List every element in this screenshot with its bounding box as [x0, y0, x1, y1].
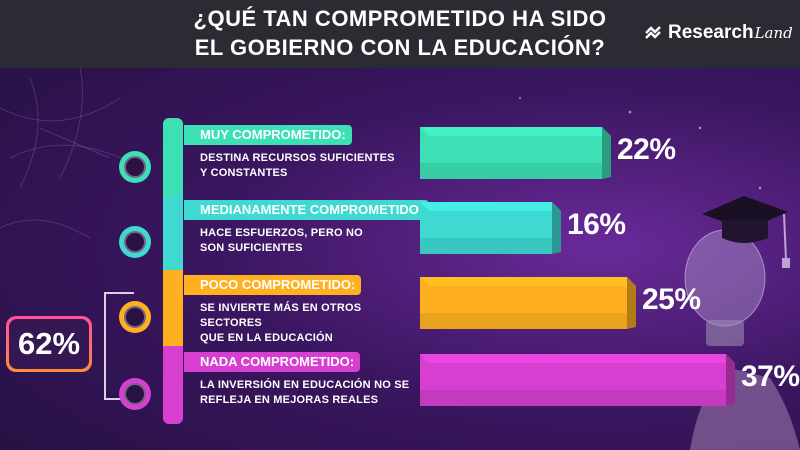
strip-segment [163, 346, 183, 424]
category-description: HACE ESFUERZOS, PERO NO SON SUFICIENTES [200, 226, 415, 256]
face-center [124, 383, 146, 405]
title-line-1: ¿QUÉ TAN COMPROMETIDO HA SIDO [193, 6, 607, 31]
summary-badge: 62% [6, 316, 92, 372]
description-line: QUE EN LA EDUCACIÓN [200, 332, 333, 344]
logo-chevron-icon [645, 26, 661, 39]
slight-smile-face-icon [119, 226, 151, 258]
strip-segment [163, 196, 183, 270]
value-label: 25% [642, 283, 701, 316]
summary-value: 62% [9, 319, 89, 369]
category-label: MEDIANAMENTE COMPROMETIDO: [184, 200, 430, 220]
description-line: HACE ESFUERZOS, PERO NO [200, 227, 363, 239]
neutral-face-icon [119, 301, 151, 333]
description-line: LA INVERSIÓN EN EDUCACIÓN NO SE [200, 379, 410, 391]
brand-logo: Research Land [644, 20, 793, 46]
sad-face-icon [119, 378, 151, 410]
description-line: Y CONSTANTES [200, 167, 288, 179]
value-label: 16% [567, 208, 626, 241]
description-line: SON SUFICIENTES [200, 242, 303, 254]
value-label: 22% [617, 133, 676, 166]
category-label: POCO COMPROMETIDO: [184, 275, 362, 295]
face-center [124, 306, 146, 328]
face-center [124, 156, 146, 178]
category-description: SE INVIERTE MÁS EN OTROS SECTORES QUE EN … [200, 301, 415, 346]
category-description: DESTINA RECURSOS SUFICIENTES Y CONSTANTES [200, 151, 415, 181]
description-line: DESTINA RECURSOS SUFICIENTES [200, 152, 395, 164]
category-label: MUY COMPROMETIDO: [184, 125, 352, 145]
category-description: LA INVERSIÓN EN EDUCACIÓN NO SE REFLEJA E… [200, 378, 415, 408]
chart-title: ¿QUÉ TAN COMPROMETIDO HA SIDO EL GOBIERN… [170, 4, 630, 62]
category-label: NADA COMPROMETIDO: [184, 352, 361, 372]
title-line-2: EL GOBIERNO CON LA EDUCACIÓN? [194, 35, 606, 60]
logo-script: Land [754, 24, 793, 42]
strip-segment [163, 270, 183, 346]
description-line: SE INVIERTE MÁS EN OTROS SECTORES [200, 302, 362, 329]
face-center [124, 231, 146, 253]
value-label: 37% [741, 360, 800, 393]
header-bar: ¿QUÉ TAN COMPROMETIDO HA SIDO EL GOBIERN… [0, 0, 800, 68]
description-line: REFLEJA EN MEJORAS REALES [200, 394, 379, 406]
logo-word: Research [668, 22, 754, 43]
graduation-cap-icon [702, 196, 790, 268]
happy-face-icon [119, 151, 151, 183]
strip-segment [163, 118, 183, 196]
category-color-strip [163, 118, 183, 424]
